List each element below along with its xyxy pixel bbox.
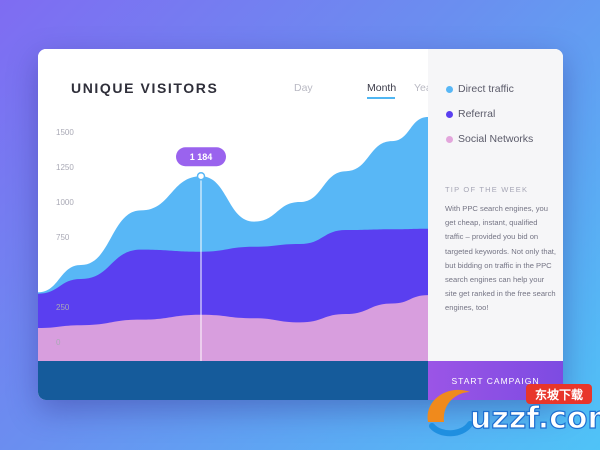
y-tick-label: 1500: [56, 128, 74, 137]
tip-title: TIP OF THE WEEK: [445, 185, 529, 194]
area-social-networks: [38, 295, 428, 361]
sidebar: Direct traffic Referral Social Networks …: [428, 49, 563, 400]
highlight-value-label: 1 184: [190, 152, 213, 162]
watermark-logo: 东坡下载 uzzf.com: [427, 384, 600, 437]
legend-dot-referral: [446, 111, 453, 118]
x-axis-bar: [38, 361, 428, 400]
legend-label: Social Networks: [458, 133, 534, 145]
active-tab-indicator: [367, 97, 395, 99]
y-tick-label: 0: [56, 338, 61, 347]
tip-body: With PPC search engines, you get cheap, …: [445, 204, 557, 313]
chart-panel: UNIQUE VISITORS Day Month Year 0 250 750 10…: [38, 49, 435, 400]
watermark-swoosh-icon: [427, 389, 470, 422]
legend-label: Referral: [458, 108, 496, 120]
legend-label: Direct traffic: [458, 83, 514, 95]
highlight-point[interactable]: [196, 171, 206, 181]
legend-dot-direct-traffic: [446, 86, 453, 93]
watermark-badge: 东坡下载: [535, 387, 583, 402]
watermark-text: uzzf.com: [470, 401, 600, 436]
y-tick-label: 750: [56, 233, 70, 242]
tab-day[interactable]: Day: [294, 82, 313, 94]
dashboard-card: UNIQUE VISITORS Day Month Year 0 250 750 10…: [38, 49, 563, 400]
y-tick-label: 1250: [56, 163, 74, 172]
legend-dot-social-networks: [446, 136, 453, 143]
page-title: UNIQUE VISITORS: [71, 80, 219, 96]
y-tick-label: 250: [56, 303, 70, 312]
tab-month[interactable]: Month: [367, 82, 397, 94]
highlight-tooltip: [176, 147, 226, 167]
y-tick-label: 1000: [56, 198, 74, 207]
